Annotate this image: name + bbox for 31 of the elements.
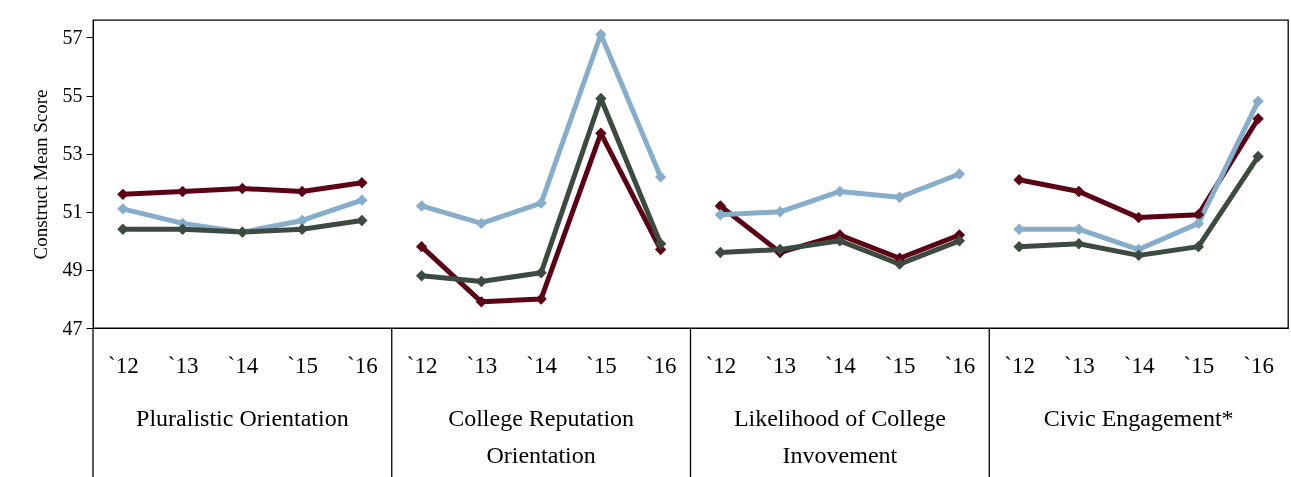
x-tick-label: `15 [586, 352, 617, 378]
y-axis-title: Construct Mean Score [29, 89, 51, 260]
x-tick-label: `16 [347, 352, 378, 378]
x-tick-label: `15 [287, 352, 318, 378]
y-tick-label: 47 [62, 316, 83, 339]
x-tick-label: `13 [1064, 352, 1095, 378]
y-tick-label: 55 [62, 84, 83, 107]
text: Likelihood of College Invovement [733, 405, 946, 468]
x-tick-label: `14 [526, 352, 558, 378]
x-tick-label: `12 [108, 352, 139, 378]
text: College Reputation Orientation [448, 405, 635, 468]
y-tick-label: 57 [62, 25, 83, 48]
y-tick-label: 53 [62, 142, 83, 165]
x-tick-label: `14 [1123, 352, 1155, 378]
x-tick-label: `12 [406, 352, 438, 378]
x-tick-label: `15 [1183, 352, 1215, 378]
x-tick-label: `13 [167, 352, 199, 378]
x-tick-label: `16 [944, 352, 976, 378]
x-tick-label: `16 [645, 352, 677, 378]
x-tick-label: `15 [884, 352, 916, 378]
x-tick-label: `13 [765, 352, 796, 378]
y-tick-label: 49 [62, 258, 83, 281]
y-tick-label: 51 [62, 200, 83, 223]
text: Pluralistic Orientation [136, 405, 349, 431]
text: Civic Engagement* [1043, 405, 1234, 431]
x-tick-label: `14 [227, 352, 259, 378]
x-tick-label: `14 [825, 352, 857, 378]
x-tick-label: `12 [1004, 352, 1035, 378]
x-tick-label: `13 [466, 352, 498, 378]
x-tick-label: `16 [1243, 352, 1274, 378]
x-tick-label: `12 [705, 352, 737, 378]
